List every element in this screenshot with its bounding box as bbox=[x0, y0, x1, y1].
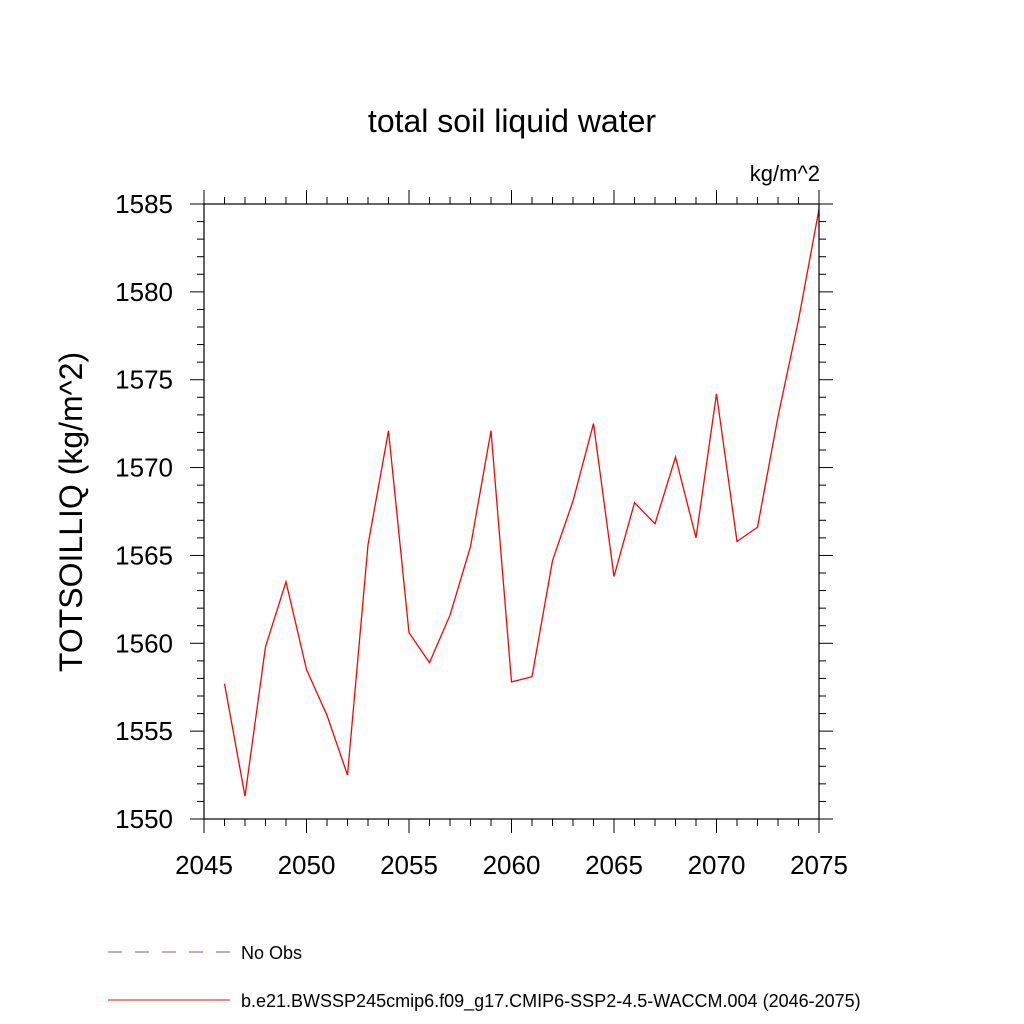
y-tick-label: 1575 bbox=[115, 365, 173, 395]
x-tick-label: 2060 bbox=[483, 850, 541, 880]
y-tick-label: 1570 bbox=[115, 453, 173, 483]
x-tick-label: 2045 bbox=[175, 850, 233, 880]
x-tick-label: 2065 bbox=[585, 850, 643, 880]
y-tick-label: 1560 bbox=[115, 628, 173, 658]
x-tick-label: 2075 bbox=[790, 850, 848, 880]
y-tick-label: 1550 bbox=[115, 804, 173, 834]
units-label: kg/m^2 bbox=[750, 161, 820, 186]
y-tick-labels: 1550 1555 1560 1565 1570 1575 1580 1585 bbox=[115, 189, 173, 834]
x-tick-label: 2070 bbox=[688, 850, 746, 880]
y-tick-label: 1555 bbox=[115, 716, 173, 746]
chart-title: total soil liquid water bbox=[368, 103, 656, 139]
plot-frame bbox=[203, 203, 820, 820]
legend: No Obs b.e21.BWSSP245cmip6.f09_g17.CMIP6-… bbox=[108, 943, 861, 1012]
x-tick-label: 2050 bbox=[278, 850, 336, 880]
series-layer bbox=[223, 209, 820, 797]
legend-label: No Obs bbox=[241, 943, 302, 963]
y-tick-label: 1585 bbox=[115, 189, 173, 219]
axis-ticks bbox=[190, 190, 833, 833]
y-axis-label: TOTSOILLIQ (kg/m^2) bbox=[53, 352, 89, 672]
y-tick-label: 1580 bbox=[115, 277, 173, 307]
y-tick-label: 1565 bbox=[115, 540, 173, 570]
series-line bbox=[223, 209, 820, 797]
x-tick-labels: 2045 2050 2055 2060 2065 2070 2075 bbox=[175, 850, 848, 880]
x-tick-label: 2055 bbox=[380, 850, 438, 880]
legend-label: b.e21.BWSSP245cmip6.f09_g17.CMIP6-SSP2-4… bbox=[241, 991, 861, 1012]
